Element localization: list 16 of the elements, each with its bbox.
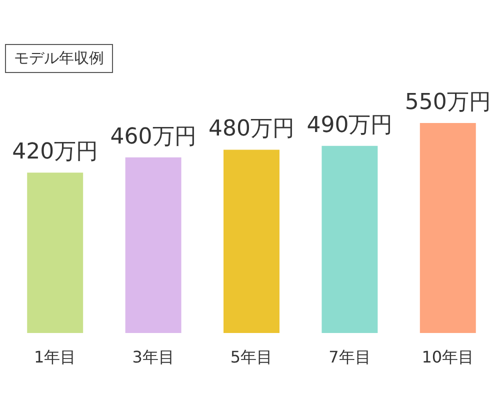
data-label: 490万円 <box>306 112 393 138</box>
bar <box>420 123 476 333</box>
bar <box>125 157 182 333</box>
x-tick-label: 5年目 <box>230 348 273 366</box>
x-tick-label: 7年目 <box>328 348 371 366</box>
bar <box>322 146 378 333</box>
data-label: 480万円 <box>208 116 294 142</box>
chart-title: モデル年収例 <box>5 44 113 73</box>
bar <box>27 172 84 333</box>
x-tick-label: 10年目 <box>422 348 474 366</box>
data-label: 420万円 <box>12 140 98 165</box>
data-label: 550万円 <box>404 90 491 115</box>
x-tick-label: 1年目 <box>34 348 76 366</box>
bar <box>224 150 280 333</box>
data-label: 460万円 <box>110 124 196 150</box>
x-tick-label: 3年目 <box>132 348 174 366</box>
